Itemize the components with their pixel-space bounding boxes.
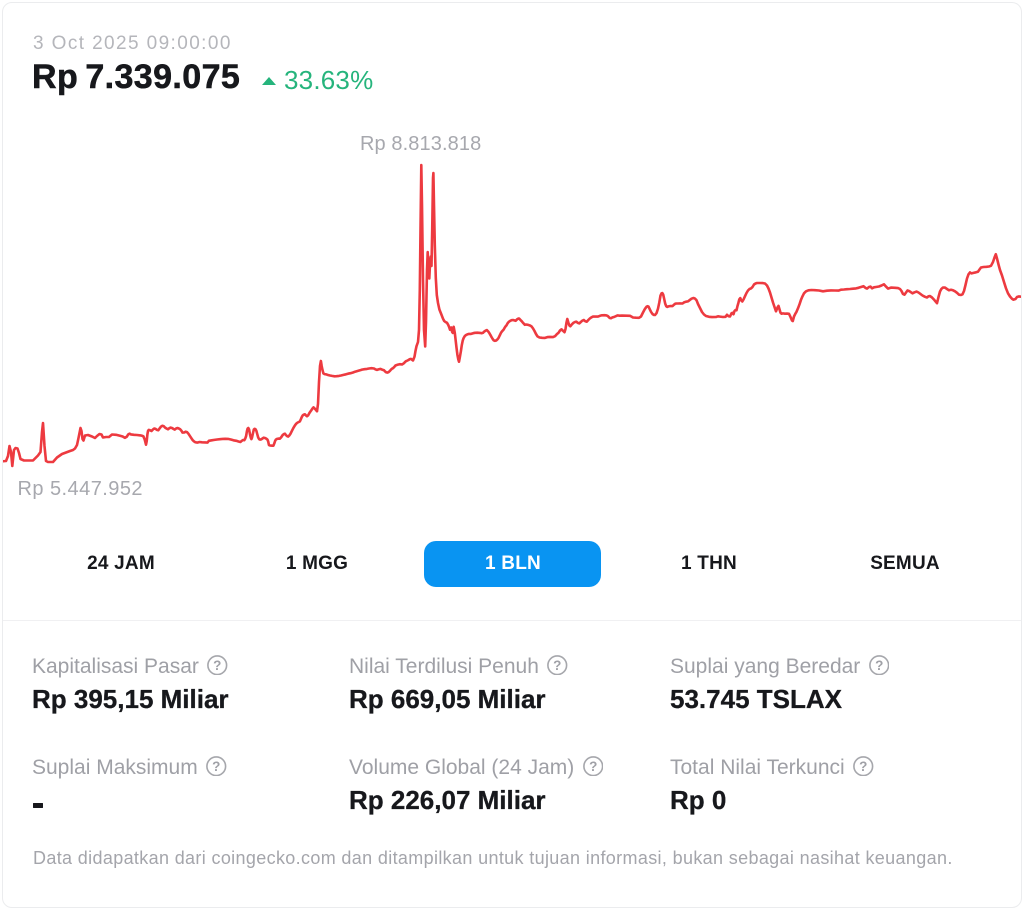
svg-text:?: ? <box>212 759 220 774</box>
svg-text:?: ? <box>554 658 562 673</box>
svg-text:?: ? <box>589 759 597 774</box>
svg-text:?: ? <box>214 658 222 673</box>
svg-text:?: ? <box>859 759 867 774</box>
svg-text:?: ? <box>875 658 883 673</box>
